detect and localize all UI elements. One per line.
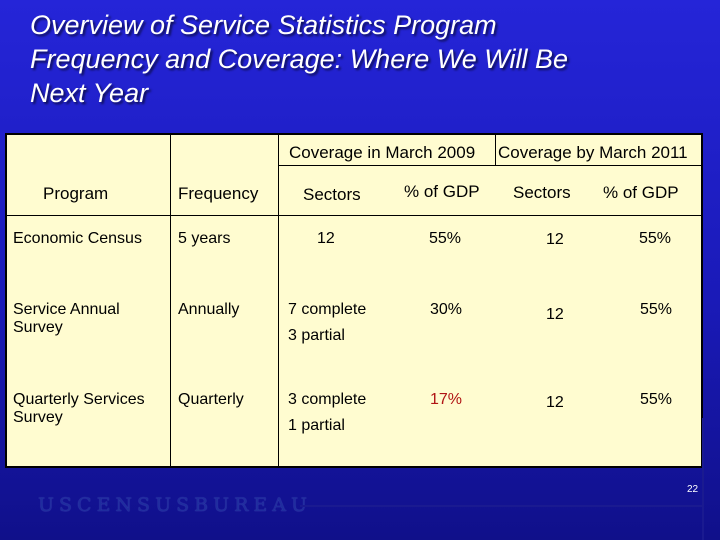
row-3-gdp-2009: 17%	[430, 391, 463, 408]
row-2-program: Service Annual	[13, 301, 120, 318]
header-frequency: Frequency	[178, 184, 259, 203]
row-3-sectors-2009-cont: 1 partial	[288, 417, 345, 434]
row-1-sectors-2011: 12	[546, 231, 564, 248]
row-3-sectors-2009: 3 complete	[288, 391, 367, 408]
row-3-gdp-2011: 55%	[640, 391, 673, 408]
row-2-gdp-2009: 30%	[430, 301, 463, 318]
row-2-program-cont: Survey	[13, 319, 63, 336]
row-2-gdp-2011: 55%	[640, 301, 673, 318]
header-gdp-2009: % of GDP	[404, 182, 480, 201]
footer-rule	[300, 505, 702, 507]
title-line-1: Overview of Service Statistics Program	[30, 10, 497, 40]
row-1-sectors-2009: 12	[317, 230, 335, 247]
table-divider	[7, 215, 701, 216]
coverage-table: Coverage in March 2009 Coverage by March…	[5, 133, 703, 468]
census-bureau-logo: USCENSUSBUREAU	[38, 494, 312, 516]
side-rule	[702, 418, 704, 540]
header-coverage-2011: Coverage by March 2011	[498, 143, 688, 162]
row-3-sectors-2011: 12	[546, 394, 564, 411]
row-1-gdp-2011: 55%	[639, 230, 672, 247]
table-divider	[278, 165, 701, 166]
slide-title: Overview of Service Statistics Program F…	[30, 8, 700, 110]
header-sectors-2011: Sectors	[513, 183, 571, 202]
title-line-2: Frequency and Coverage: Where We Will Be	[30, 44, 568, 74]
page-number: 22	[687, 484, 699, 495]
row-2-sectors-2009-cont: 3 partial	[288, 327, 345, 344]
title-line-3: Next Year	[30, 78, 149, 108]
row-3-program: Quarterly Services	[13, 391, 145, 408]
row-2-sectors-2011: 12	[546, 306, 564, 323]
row-3-program-cont: Survey	[13, 409, 63, 426]
header-program: Program	[43, 184, 109, 203]
row-2-frequency: Annually	[178, 301, 240, 318]
table-divider	[495, 135, 496, 165]
row-3-frequency: Quarterly	[178, 391, 244, 408]
row-1-gdp-2009: 55%	[429, 230, 462, 247]
row-1-program: Economic Census	[13, 230, 142, 247]
table-divider	[170, 135, 171, 466]
header-gdp-2011: % of GDP	[603, 183, 679, 202]
table-divider	[278, 135, 279, 466]
row-1-frequency: 5 years	[178, 230, 231, 247]
header-sectors-2009: Sectors	[303, 185, 361, 204]
row-2-sectors-2009: 7 complete	[288, 301, 367, 318]
header-coverage-2009: Coverage in March 2009	[289, 143, 476, 162]
